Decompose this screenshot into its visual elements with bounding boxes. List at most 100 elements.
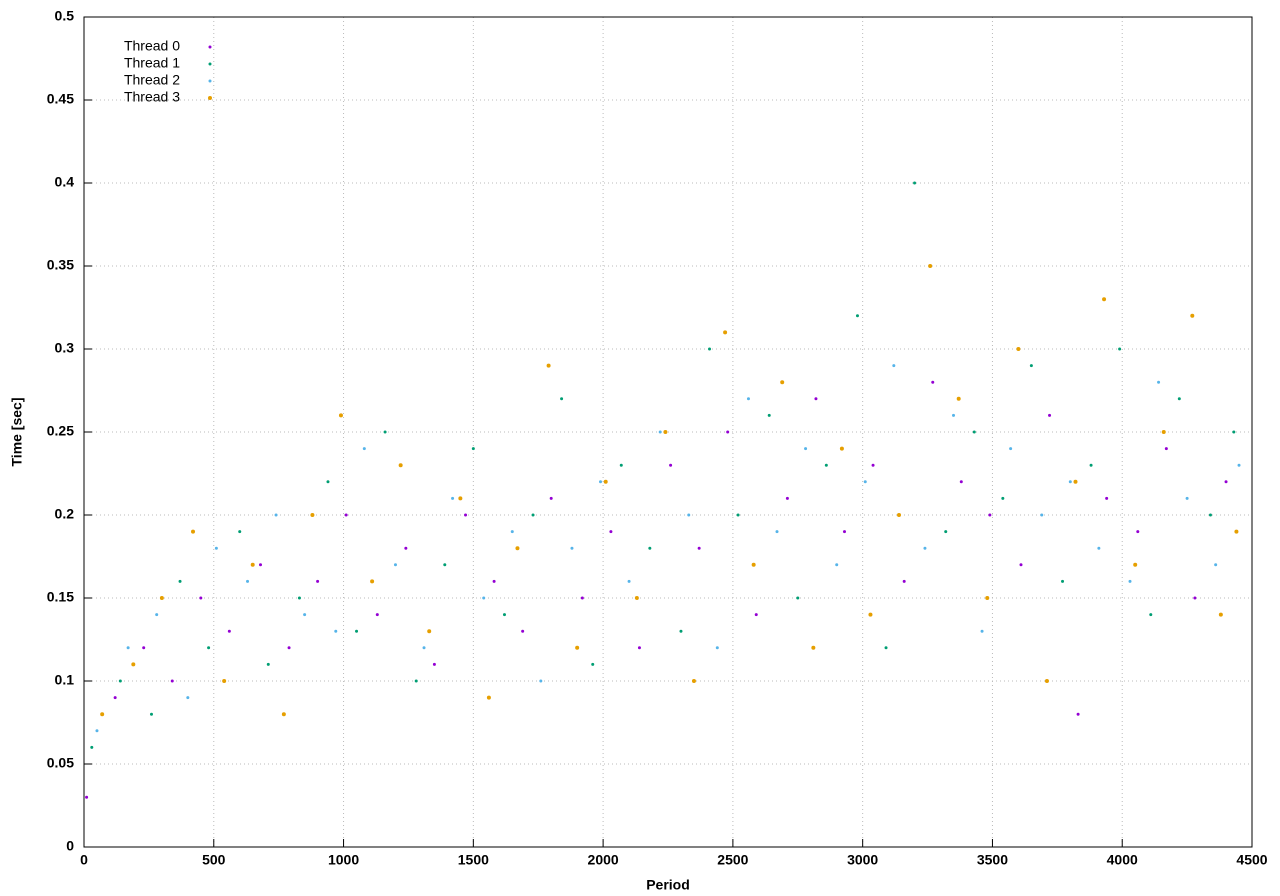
point (972, 430, 976, 434)
x-axis-label: Period (646, 877, 690, 893)
point (658, 430, 662, 434)
point (1105, 496, 1109, 500)
point (811, 645, 816, 650)
point (897, 513, 902, 517)
point (281, 712, 286, 717)
point (634, 596, 639, 600)
point (599, 480, 603, 484)
point (1102, 297, 1107, 302)
point (326, 480, 330, 484)
point (1073, 479, 1078, 484)
point (988, 513, 992, 517)
point (510, 530, 514, 534)
point (580, 596, 584, 600)
point (155, 613, 159, 617)
point (736, 513, 740, 517)
point (952, 413, 956, 417)
legend-marker (208, 79, 212, 83)
point (258, 563, 262, 567)
point (432, 662, 436, 666)
point (214, 546, 218, 550)
point (414, 679, 418, 683)
point (1190, 313, 1195, 318)
point (775, 530, 779, 534)
point (1118, 347, 1122, 351)
point (531, 513, 535, 517)
point (149, 712, 153, 716)
point (142, 646, 146, 650)
point (502, 613, 506, 617)
point (804, 447, 808, 451)
point (1177, 397, 1181, 401)
point (835, 563, 839, 567)
legend-marker (208, 62, 212, 66)
point (1149, 613, 1153, 617)
point (95, 729, 99, 733)
x-tick-label: 2000 (588, 852, 619, 868)
point (785, 496, 789, 500)
point (902, 579, 906, 583)
x-tick-label: 1500 (458, 852, 489, 868)
point (715, 646, 719, 650)
point (1040, 513, 1044, 517)
point (404, 546, 408, 550)
point (90, 745, 94, 749)
point (863, 480, 867, 484)
point (118, 679, 122, 683)
point (443, 563, 447, 567)
point (1068, 480, 1072, 484)
point (546, 363, 551, 368)
point (458, 496, 463, 501)
point (246, 579, 250, 583)
point (842, 530, 846, 534)
point (637, 646, 641, 650)
point (697, 546, 701, 550)
point (113, 696, 117, 700)
point (486, 695, 491, 700)
point (1234, 529, 1239, 534)
x-tick-label: 0 (80, 852, 88, 868)
point (1237, 463, 1241, 467)
point (549, 496, 553, 500)
point (159, 596, 164, 600)
y-tick-label: 0.4 (55, 174, 75, 190)
y-tick-label: 0 (66, 838, 74, 854)
point (427, 629, 432, 634)
point (375, 613, 379, 617)
x-tick-label: 4500 (1236, 852, 1267, 868)
point (591, 662, 595, 666)
point (754, 613, 758, 617)
point (839, 446, 844, 451)
point (199, 596, 203, 600)
point (570, 546, 574, 550)
y-tick-label: 0.45 (47, 91, 74, 107)
point (868, 612, 873, 617)
point (708, 347, 712, 351)
point (944, 530, 948, 534)
point (1097, 546, 1101, 550)
point (1157, 380, 1161, 384)
point (451, 496, 455, 500)
legend-label: Thread 2 (124, 72, 180, 88)
point (814, 397, 818, 401)
point (170, 679, 174, 683)
y-tick-label: 0.2 (55, 506, 75, 522)
point (619, 463, 623, 467)
point (338, 413, 343, 418)
y-tick-label: 0.25 (47, 423, 74, 439)
legend-label: Thread 0 (124, 38, 180, 54)
point (980, 629, 984, 633)
point (1009, 447, 1013, 451)
point (723, 330, 728, 335)
x-tick-label: 3500 (977, 852, 1008, 868)
point (687, 513, 691, 517)
point (663, 430, 668, 434)
point (796, 596, 800, 600)
point (985, 596, 990, 600)
point (393, 563, 397, 567)
point (482, 596, 486, 600)
point (1001, 496, 1005, 500)
legend-label: Thread 3 (124, 89, 180, 105)
legend-marker (208, 96, 212, 100)
y-tick-label: 0.5 (55, 8, 75, 24)
